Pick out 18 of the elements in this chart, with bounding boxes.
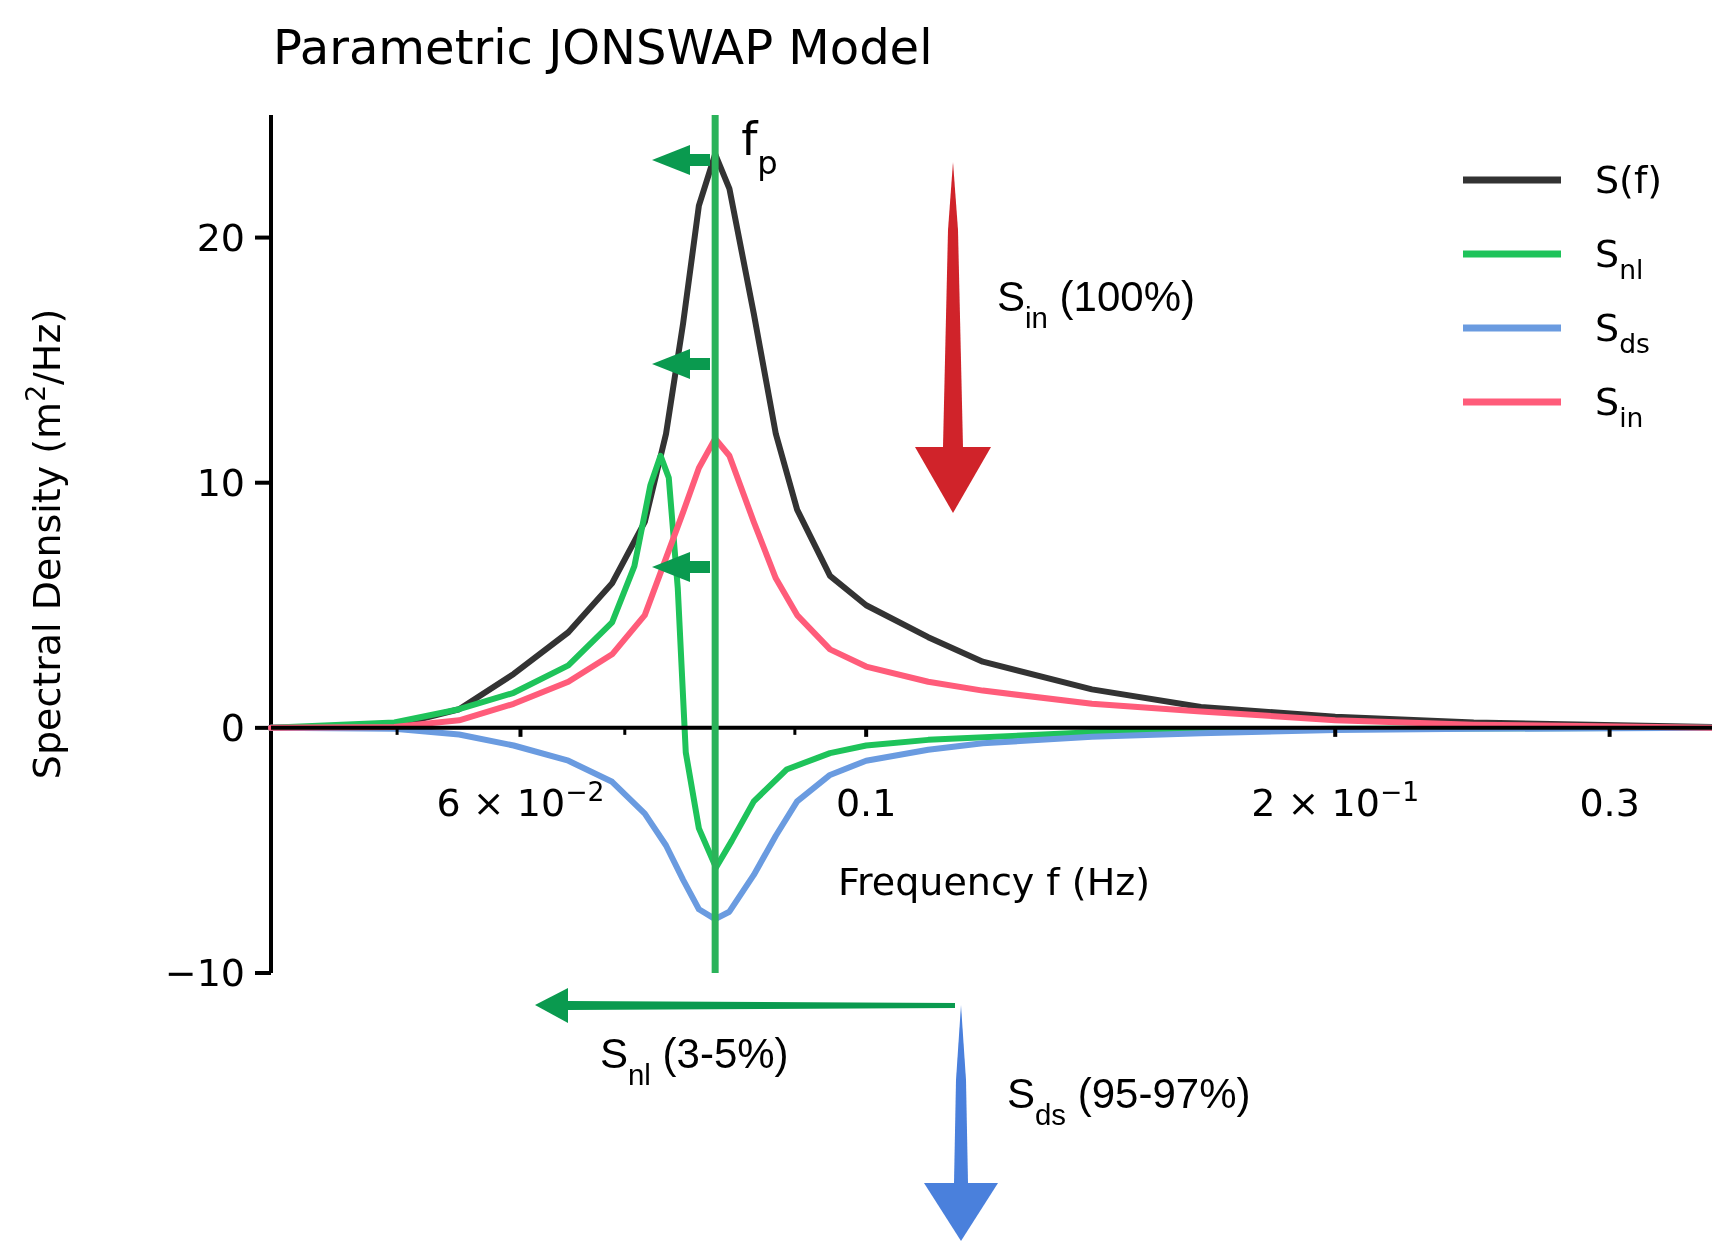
- legend-label: S$_{nl}$: [1595, 232, 1644, 285]
- x-axis-title: Frequency f (Hz): [837, 860, 1151, 904]
- y-tick-label: 0: [220, 705, 245, 750]
- y-tick-label: −10: [164, 951, 245, 995]
- annotation: S$_{in}$ (100%): [997, 273, 1195, 334]
- legend-label: S(f): [1595, 158, 1663, 202]
- legend-label: S$_{in}$: [1595, 380, 1644, 433]
- text: S$_{nl}$ (3-5%): [600, 1030, 789, 1091]
- x-tick-label: 0.3: [1579, 780, 1640, 825]
- y-tick-label: 10: [196, 460, 245, 505]
- ref-line-label: f$_{p}$: [741, 112, 778, 182]
- legend-label: S$_{ds}$: [1595, 306, 1650, 359]
- text: S$_{ds}$ (95-97%): [1007, 1070, 1251, 1131]
- x-tick-label: 2 × 10$^{−1}$: [1251, 775, 1420, 825]
- x-tick-label: 0.1: [835, 780, 897, 825]
- x-tick-label: 6 × 10$^{−2}$: [436, 775, 605, 825]
- y-tick-label: 20: [196, 215, 245, 260]
- chart-title: Parametric JONSWAP Model: [273, 19, 933, 75]
